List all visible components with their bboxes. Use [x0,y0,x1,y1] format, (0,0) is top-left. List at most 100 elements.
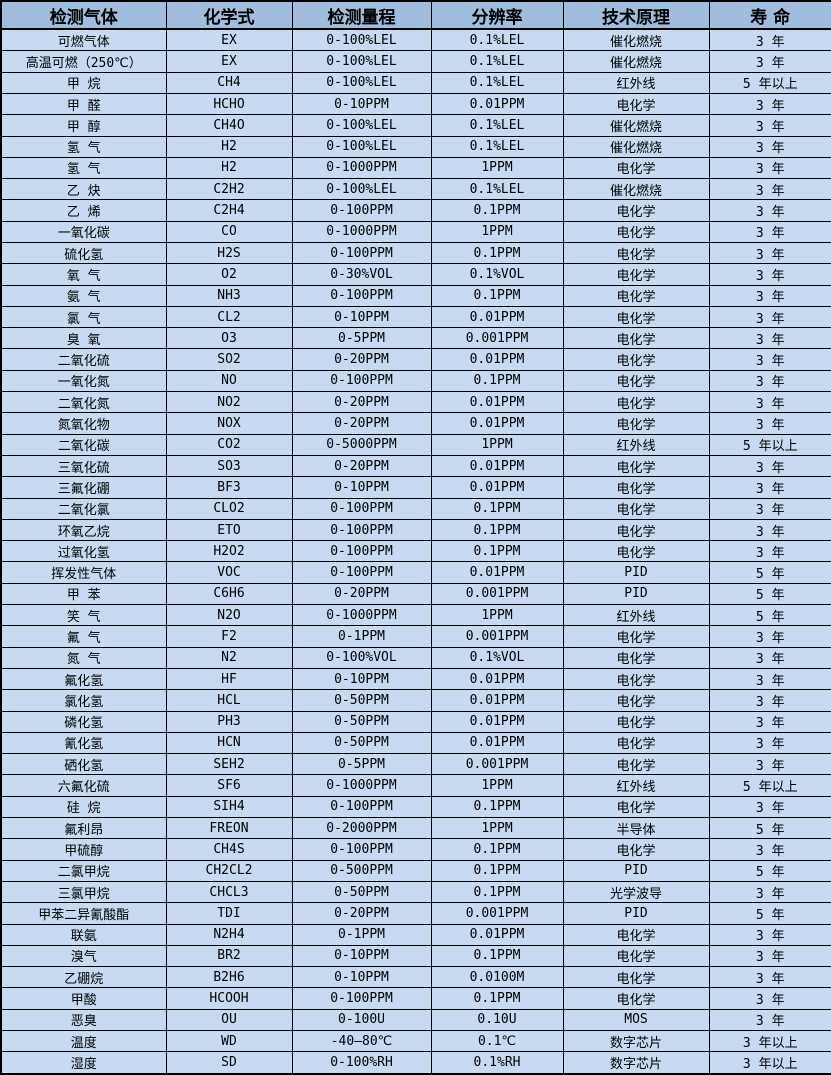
cell-range: 0-100PPM [291,284,432,307]
cell-principle: 电化学 [562,156,710,180]
cell-range: 0-50PPM [291,880,432,904]
cell-range: 0-1000PPM [291,774,432,797]
cell-gas: 氟 气 [0,625,167,648]
cell-lifespan: 3 年 [708,369,831,393]
cell-formula: WD [165,1029,293,1053]
cell-gas: 可燃气体 [0,28,167,52]
cell-gas: 乙 炔 [0,178,167,201]
cell-principle: 电化学 [562,241,710,265]
cell-principle: 电化学 [562,731,710,755]
cell-resolution: 0.1PPM [430,838,564,861]
cell-principle: 电化学 [562,327,710,350]
cell-principle: 红外线 [562,433,710,456]
cell-principle: 电化学 [562,391,710,414]
cell-lifespan: 5 年以上 [708,433,831,456]
table-row: 高温可燃（250℃） EX 0-100%LEL 0.1%LEL 催化燃烧 3 年 [0,50,831,73]
cell-lifespan: 3 年 [708,220,831,244]
cell-lifespan: 5 年 [708,817,831,840]
cell-resolution: 0.1%LEL [430,135,564,158]
cell-principle: 电化学 [562,689,710,712]
cell-range: 0-100%LEL [291,114,432,137]
cell-resolution: 0.1PPM [430,880,564,904]
cell-range: 0-100%LEL [291,178,432,201]
table-row: 甲酸 HCOOH 0-100PPM 0.1PPM 电化学 3 年 [0,987,831,1010]
cell-formula: CHCL3 [165,880,293,904]
cell-range: 0-100PPM [291,838,432,861]
cell-range: 0-1PPM [291,625,432,648]
cell-principle: 催化燃烧 [562,50,710,73]
cell-principle: 电化学 [562,369,710,393]
cell-range: 0-1PPM [291,923,432,946]
cell-formula: C6H6 [165,582,293,606]
cell-principle: 电化学 [562,710,710,733]
cell-formula: NOX [165,412,293,435]
table-row: 氰化氢 HCN 0-50PPM 0.01PPM 电化学 3 年 [0,731,831,755]
cell-gas: 甲 醛 [0,92,167,116]
col-header-range: 检测量程 [291,0,432,30]
cell-resolution: 0.01PPM [430,667,564,691]
cell-formula: CH2CL2 [165,859,293,882]
cell-resolution: 0.01PPM [430,454,564,478]
cell-principle: 电化学 [562,284,710,307]
col-header-resolution: 分辨率 [430,0,564,30]
table-row: 甲 醛 HCHO 0-10PPM 0.01PPM 电化学 3 年 [0,92,831,116]
cell-principle: 电化学 [562,518,710,542]
cell-principle: 半导体 [562,817,710,840]
cell-gas: 硒化氢 [0,753,167,776]
col-header-formula: 化学式 [165,0,293,30]
cell-gas: 一氧化碳 [0,220,167,244]
cell-principle: 电化学 [562,476,710,499]
cell-range: 0-50PPM [291,710,432,733]
cell-principle: 电化学 [562,92,710,116]
cell-resolution: 0.1PPM [430,859,564,882]
cell-gas: 二氧化碳 [0,433,167,456]
cell-range: 0-1000PPM [291,220,432,244]
cell-resolution: 0.1PPM [430,518,564,542]
cell-lifespan: 3 年 [708,476,831,499]
table-row: 硅 烷 SIH4 0-100PPM 0.1PPM 电化学 3 年 [0,795,831,819]
cell-resolution: 0.001PPM [430,625,564,648]
cell-gas: 三氟化硼 [0,476,167,499]
cell-formula: SF6 [165,774,293,797]
cell-formula: BF3 [165,476,293,499]
cell-lifespan: 3 年 [708,1008,831,1031]
cell-range: 0-20PPM [291,348,432,371]
table-row: 过氧化氢 H2O2 0-100PPM 0.1PPM 电化学 3 年 [0,540,831,563]
cell-resolution: 1PPM [430,817,564,840]
cell-formula: CL2 [165,305,293,329]
table-row: 可燃气体 EX 0-100%LEL 0.1%LEL 催化燃烧 3 年 [0,28,831,52]
cell-lifespan: 3 年以上 [708,1029,831,1053]
cell-lifespan: 3 年 [708,199,831,222]
cell-principle: 红外线 [562,774,710,797]
cell-range: 0-10PPM [291,92,432,116]
cell-gas: 甲酸 [0,987,167,1010]
cell-lifespan: 3 年 [708,348,831,371]
cell-gas: 挥发性气体 [0,561,167,584]
table-row: 溴气 BR2 0-10PPM 0.1PPM 电化学 3 年 [0,944,831,968]
table-row: 一氧化氮 NO 0-100PPM 0.1PPM 电化学 3 年 [0,369,831,393]
table-row: 六氟化硫 SF6 0-1000PPM 1PPM 红外线 5 年以上 [0,774,831,797]
cell-range: 0-100PPM [291,987,432,1010]
table-row: 甲 苯 C6H6 0-20PPM 0.001PPM PID 5 年 [0,582,831,606]
col-header-gas: 检测气体 [0,0,167,30]
table-row: 二氧化氮 NO2 0-20PPM 0.01PPM 电化学 3 年 [0,391,831,414]
cell-gas: 二氧化氮 [0,391,167,414]
table-row: 环氧乙烷 ETO 0-100PPM 0.1PPM 电化学 3 年 [0,518,831,542]
cell-gas: 甲 苯 [0,582,167,606]
cell-formula: C2H2 [165,178,293,201]
cell-principle: MOS [562,1008,710,1031]
cell-gas: 高温可燃（250℃） [0,50,167,73]
cell-formula: H2 [165,135,293,158]
cell-lifespan: 3 年以上 [708,1051,831,1075]
cell-range: 0-500PPM [291,859,432,882]
cell-gas: 溴气 [0,944,167,968]
cell-resolution: 0.0100M [430,966,564,989]
table-row: 氟 气 F2 0-1PPM 0.001PPM 电化学 3 年 [0,625,831,648]
cell-range: 0-10PPM [291,944,432,968]
cell-formula: CH4 [165,71,293,94]
cell-range: 0-50PPM [291,689,432,712]
cell-resolution: 0.01PPM [430,689,564,712]
cell-gas: 二氧化氯 [0,497,167,520]
cell-lifespan: 5 年 [708,561,831,584]
table-row: 乙硼烷 B2H6 0-10PPM 0.0100M 电化学 3 年 [0,966,831,989]
